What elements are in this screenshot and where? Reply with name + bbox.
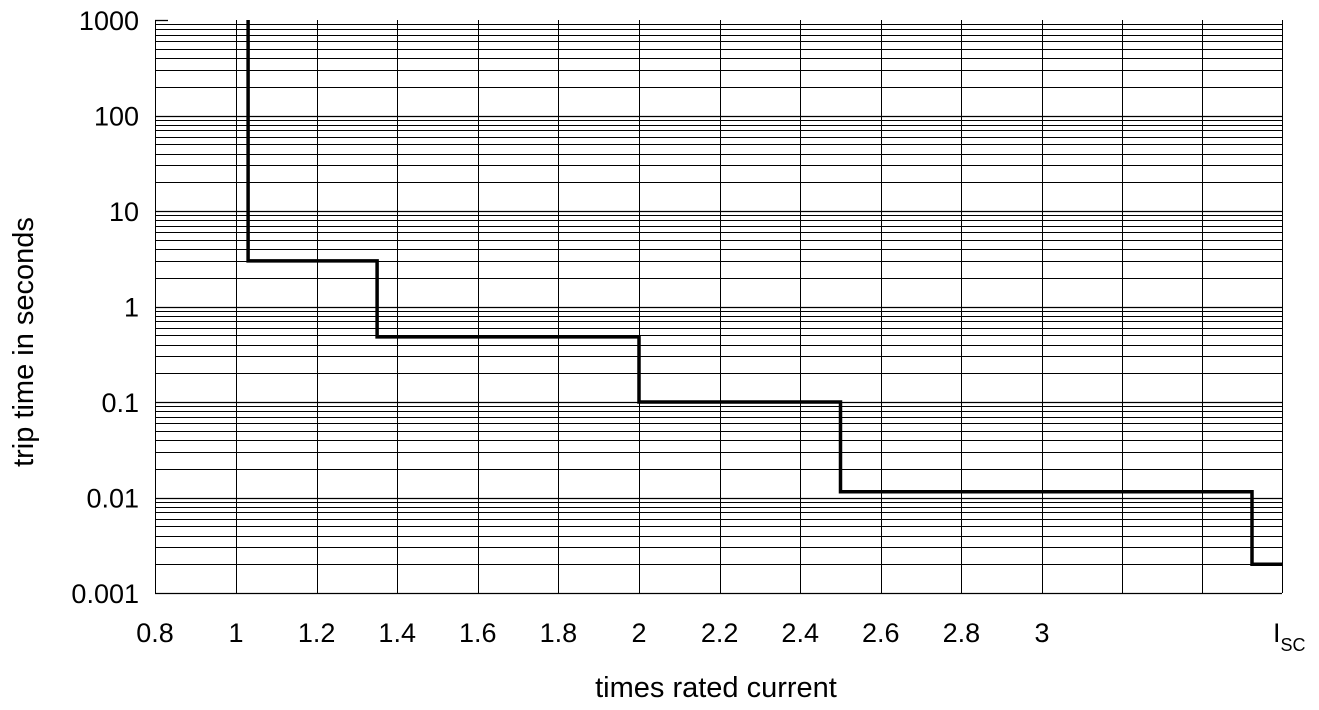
x-tick-label: 2 xyxy=(631,618,646,648)
x-tick-label: 2.4 xyxy=(781,618,819,648)
x-tick-label: 2.6 xyxy=(862,618,900,648)
y-tick-label: 0.1 xyxy=(101,388,139,418)
y-tick-label: 1 xyxy=(124,293,139,323)
grid xyxy=(155,19,1283,595)
curve-layer xyxy=(246,20,1282,567)
y-tick-labels: 1000 100 10 1 0.1 0.01 0.001 xyxy=(71,6,139,609)
x-tick-label: 0.8 xyxy=(136,618,174,648)
x-tick-label: 1.6 xyxy=(459,618,497,648)
x-tick-label: 2.2 xyxy=(701,618,739,648)
x-tick-label: 3 xyxy=(1034,618,1049,648)
trip-curve-line xyxy=(246,20,1282,567)
x-tick-label: 1.8 xyxy=(540,618,578,648)
x-tick-label-isc: ISC xyxy=(1273,618,1306,655)
x-axis-title: times rated current xyxy=(595,672,837,704)
y-axis-title: trip time in seconds xyxy=(8,217,40,467)
x-tick-label: 1.4 xyxy=(378,618,416,648)
y-tick-label: 0.01 xyxy=(86,484,139,514)
x-tick-label: 1 xyxy=(228,618,243,648)
x-tick-label: 1.2 xyxy=(298,618,336,648)
y-tick-label: 1000 xyxy=(79,6,139,36)
y-tick-label: 0.001 xyxy=(71,579,139,609)
y-tick-label: 10 xyxy=(109,197,139,227)
x-tick-label: 2.8 xyxy=(943,618,981,648)
y-tick-label: 100 xyxy=(94,102,139,132)
x-tick-labels: 0.8 1 1.2 1.4 1.6 1.8 2 2.2 2.4 2.6 2.8 3 ISC xyxy=(136,618,1305,655)
